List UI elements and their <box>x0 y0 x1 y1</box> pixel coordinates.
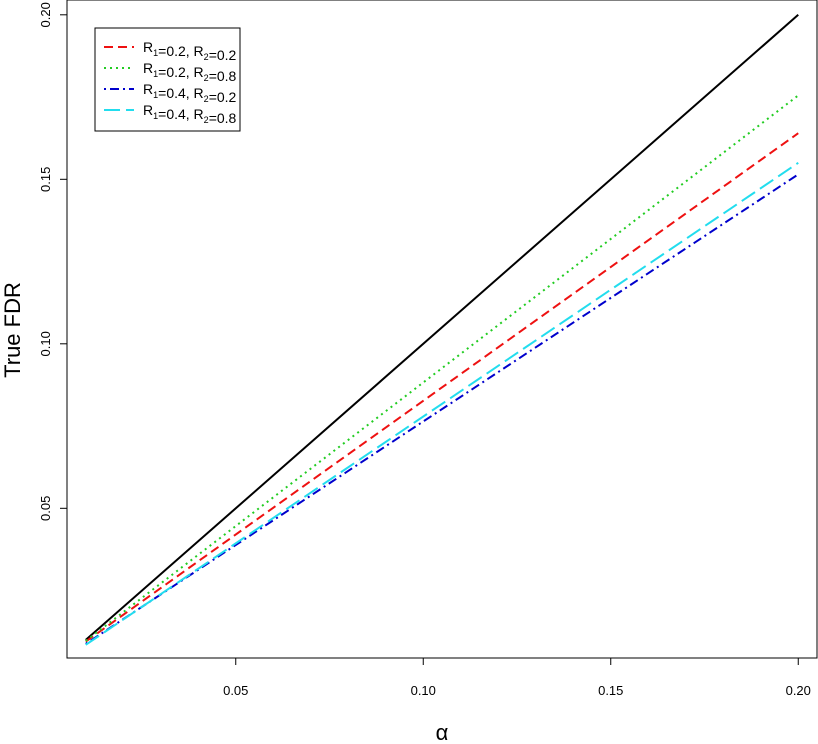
series-line-1 <box>85 132 799 643</box>
x-tick-label: 0.10 <box>411 683 436 698</box>
y-axis-title: True FDR <box>0 282 25 378</box>
x-axis-title: α <box>436 720 449 744</box>
series-line-4 <box>85 162 799 646</box>
y-tick-label: 0.20 <box>38 2 53 27</box>
legend-label: R1=0.2, R2=0.2 <box>143 39 237 63</box>
y-tick-label: 0.10 <box>38 331 53 356</box>
legend-label: R1=0.4, R2=0.8 <box>143 102 237 126</box>
y-tick-label: 0.15 <box>38 167 53 192</box>
legend-box <box>94 27 241 132</box>
series-lines <box>85 14 799 646</box>
x-tick-label: 0.15 <box>598 683 623 698</box>
x-tick-label: 0.05 <box>223 683 248 698</box>
legend-label: R1=0.2, R2=0.8 <box>143 60 237 84</box>
reference-line <box>85 14 799 641</box>
y-tick-label: 0.05 <box>38 496 53 521</box>
y-axis: 0.05 0.10 0.15 0.20 <box>38 2 67 521</box>
x-axis: 0.05 0.10 0.15 0.20 <box>223 658 811 698</box>
plot-frame <box>66 0 818 659</box>
legend: R1=0.2, R2=0.2R1=0.2, R2=0.8R1=0.4, R2=0… <box>94 27 241 132</box>
series-line-3 <box>85 173 799 645</box>
legend-label: R1=0.4, R2=0.2 <box>143 81 237 105</box>
x-tick-label: 0.20 <box>786 683 811 698</box>
series-line-2 <box>85 94 799 642</box>
